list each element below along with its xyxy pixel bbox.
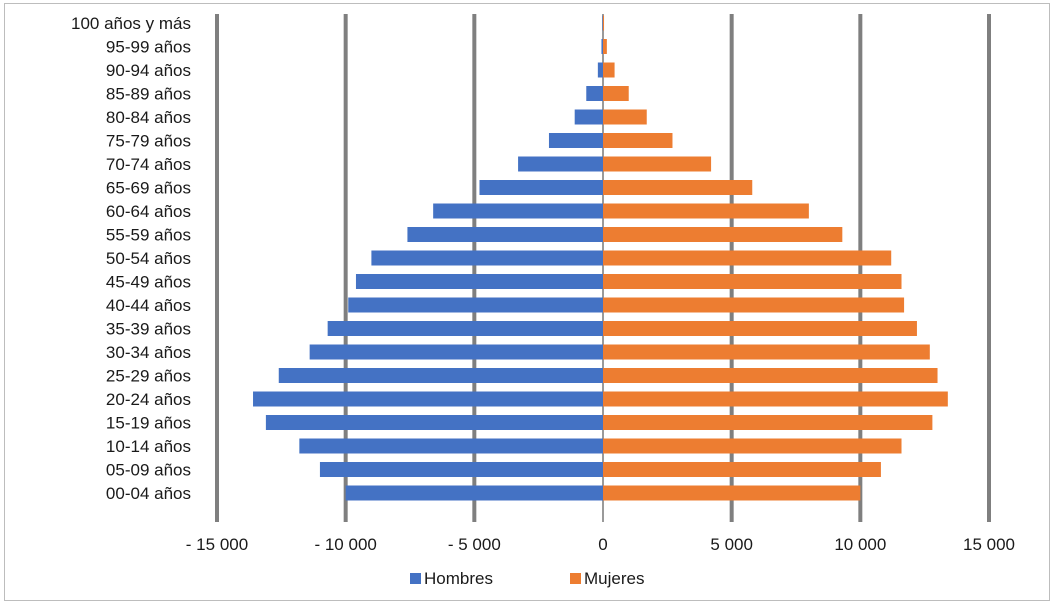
category-label-11: 55-59 años: [106, 226, 191, 245]
bar-hombres-3: [265, 415, 603, 430]
bar-mujeres-20: [603, 15, 605, 31]
category-label-18: 90-94 años: [106, 61, 191, 80]
bar-hombres-14: [518, 156, 603, 172]
bar-mujeres-12: [603, 203, 809, 219]
bar-hombres-15: [548, 133, 603, 148]
bar-mujeres-16: [603, 109, 647, 125]
bar-hombres-7: [327, 321, 603, 336]
bar-mujeres-0: [603, 485, 861, 501]
x-tick-label-3: 0: [598, 535, 607, 554]
bar-hombres-16: [574, 109, 603, 125]
category-label-2: 10-14 años: [106, 437, 191, 456]
category-label-15: 75-79 años: [106, 132, 191, 151]
bar-hombres-11: [407, 227, 603, 242]
bar-hombres-8: [348, 297, 603, 313]
category-label-10: 50-54 años: [106, 249, 191, 268]
bar-mujeres-17: [603, 86, 629, 101]
bar-hombres-10: [371, 250, 603, 266]
category-label-0: 00-04 años: [106, 484, 191, 503]
bar-hombres-6: [309, 344, 603, 360]
legend-swatch-mujeres: [570, 573, 581, 584]
bar-hombres-13: [479, 180, 603, 195]
bar-mujeres-10: [603, 250, 892, 266]
bar-mujeres-9: [603, 274, 902, 289]
bar-mujeres-6: [603, 344, 930, 360]
category-label-8: 40-44 años: [106, 296, 191, 315]
bar-hombres-12: [433, 203, 603, 219]
category-label-17: 85-89 años: [106, 85, 191, 104]
bar-mujeres-3: [603, 415, 933, 430]
x-tick-label-6: 15 000: [963, 535, 1015, 554]
bar-mujeres-18: [603, 62, 615, 78]
legend-swatch-hombres: [410, 573, 421, 584]
category-label-20: 100 años y más: [71, 14, 191, 33]
bar-hombres-2: [299, 438, 603, 454]
bar-hombres-0: [345, 485, 603, 501]
category-label-6: 30-34 años: [106, 343, 191, 362]
legend-label-mujeres: Mujeres: [584, 569, 644, 588]
category-label-3: 15-19 años: [106, 414, 191, 433]
category-labels: 00-04 años 05-09 años 10-14 años 15-19 años…: [71, 14, 191, 503]
bar-hombres-18: [597, 62, 603, 78]
x-tick-label-1: - 10 000: [314, 535, 376, 554]
bars: [253, 15, 948, 501]
bar-mujeres-14: [603, 156, 712, 172]
x-tick-label-4: 5 000: [710, 535, 753, 554]
bar-mujeres-5: [603, 368, 938, 383]
category-label-7: 35-39 años: [106, 320, 191, 339]
bar-hombres-5: [278, 368, 603, 383]
category-label-12: 60-64 años: [106, 202, 191, 221]
category-label-5: 25-29 años: [106, 367, 191, 386]
x-tick-labels: - 15 000 - 10 000 - 5 000 0 5 000 10 000 15 00…: [186, 535, 1015, 554]
category-label-13: 65-69 años: [106, 179, 191, 198]
bar-hombres-17: [586, 86, 603, 101]
bar-hombres-20: [602, 15, 603, 31]
gridlines: [215, 14, 991, 522]
bar-hombres-1: [319, 462, 603, 477]
legend: Hombres Mujeres: [410, 569, 644, 588]
x-tick-label-0: - 15 000: [186, 535, 248, 554]
category-label-4: 20-24 años: [106, 390, 191, 409]
x-tick-label-5: 10 000: [834, 535, 886, 554]
bar-mujeres-13: [603, 180, 753, 195]
category-label-19: 95-99 años: [106, 38, 191, 57]
bar-hombres-4: [253, 391, 603, 407]
bar-mujeres-11: [603, 227, 843, 242]
bar-mujeres-8: [603, 297, 905, 313]
bar-hombres-9: [355, 274, 603, 289]
bar-mujeres-2: [603, 438, 902, 454]
bar-mujeres-15: [603, 133, 673, 148]
category-label-14: 70-74 años: [106, 155, 191, 174]
category-label-9: 45-49 años: [106, 273, 191, 292]
bar-mujeres-7: [603, 321, 917, 336]
legend-label-hombres: Hombres: [424, 569, 493, 588]
category-label-1: 05-09 años: [106, 461, 191, 480]
bar-hombres-19: [601, 39, 603, 54]
bar-mujeres-4: [603, 391, 948, 407]
bar-mujeres-1: [603, 462, 881, 477]
bar-mujeres-19: [603, 39, 607, 54]
category-label-16: 80-84 años: [106, 108, 191, 127]
x-tick-label-2: - 5 000: [448, 535, 501, 554]
